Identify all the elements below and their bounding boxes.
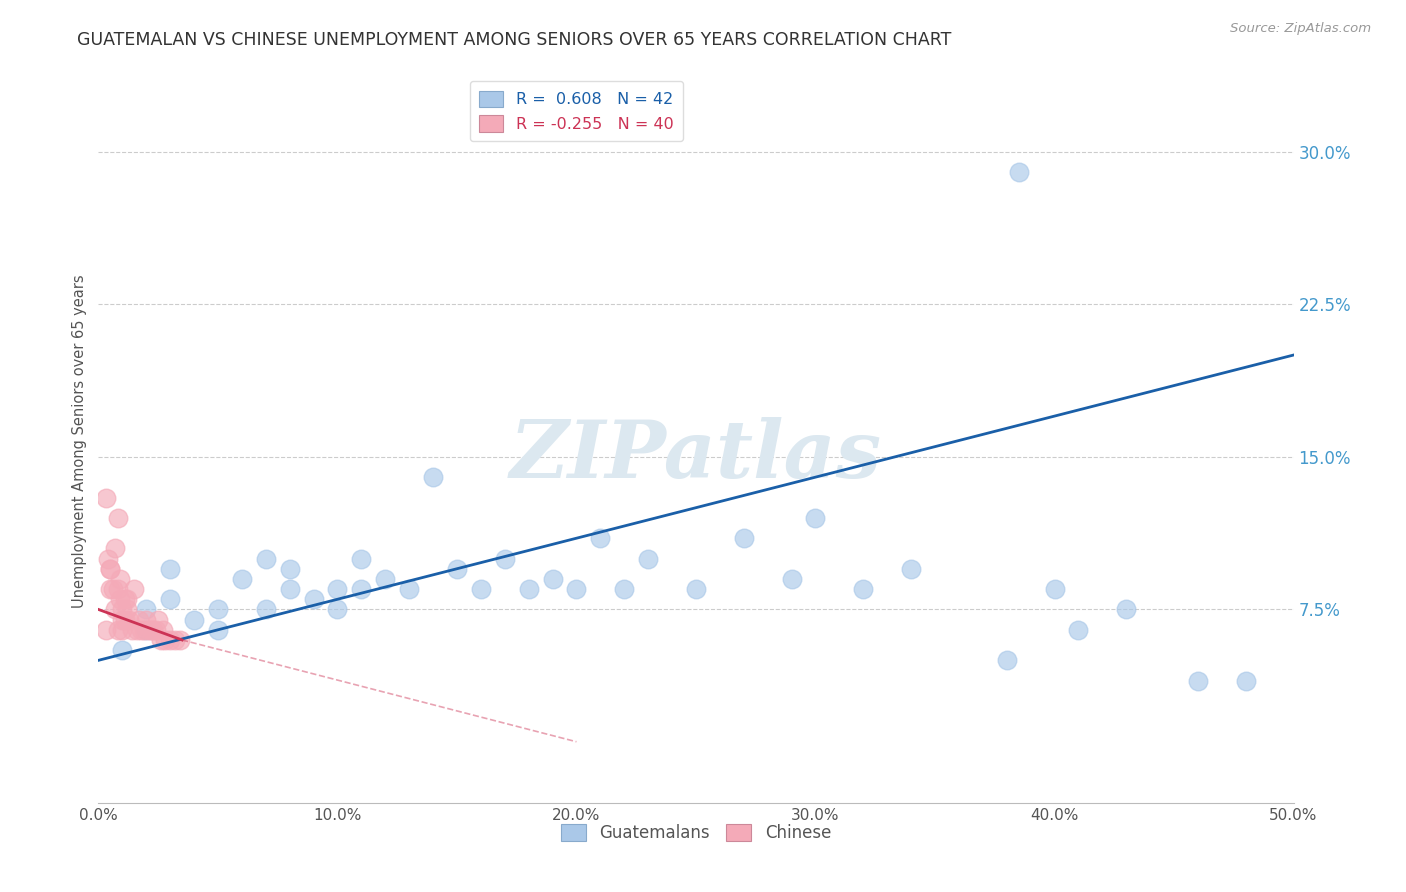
Point xyxy=(107,582,129,596)
Point xyxy=(98,582,122,596)
Point xyxy=(148,613,170,627)
Point xyxy=(470,582,492,596)
Point xyxy=(254,551,277,566)
Point xyxy=(111,613,134,627)
Point xyxy=(135,623,157,637)
Point xyxy=(637,551,659,566)
Point xyxy=(900,562,922,576)
Point xyxy=(350,582,373,596)
Point xyxy=(138,623,160,637)
Point xyxy=(114,613,136,627)
Point xyxy=(111,643,134,657)
Point xyxy=(135,602,157,616)
Point xyxy=(207,623,229,637)
Point xyxy=(780,572,803,586)
Point xyxy=(104,602,127,616)
Point xyxy=(207,602,229,616)
Point xyxy=(108,592,131,607)
Point xyxy=(107,511,129,525)
Point xyxy=(733,531,755,545)
Point xyxy=(135,613,157,627)
Point xyxy=(115,602,138,616)
Point xyxy=(517,582,540,596)
Point xyxy=(1067,623,1090,637)
Point xyxy=(685,582,707,596)
Point xyxy=(613,582,636,596)
Point xyxy=(231,572,253,586)
Point xyxy=(326,582,349,596)
Point xyxy=(494,551,516,566)
Point xyxy=(101,582,124,596)
Text: GUATEMALAN VS CHINESE UNEMPLOYMENT AMONG SENIORS OVER 65 YEARS CORRELATION CHART: GUATEMALAN VS CHINESE UNEMPLOYMENT AMONG… xyxy=(77,31,952,49)
Point xyxy=(169,632,191,647)
Point xyxy=(94,491,117,505)
Point xyxy=(121,623,143,637)
Point xyxy=(350,551,373,566)
Point xyxy=(159,562,181,576)
Point xyxy=(589,531,612,545)
Point xyxy=(114,592,136,607)
Point xyxy=(108,572,131,586)
Point xyxy=(326,602,349,616)
Point xyxy=(149,632,172,647)
Point xyxy=(1234,673,1257,688)
Point xyxy=(159,632,181,647)
Point xyxy=(107,623,129,637)
Point xyxy=(1187,673,1209,688)
Point xyxy=(278,582,301,596)
Point xyxy=(398,582,420,596)
Point xyxy=(118,613,141,627)
Point xyxy=(152,623,174,637)
Point xyxy=(155,632,177,647)
Point xyxy=(132,623,155,637)
Point xyxy=(995,653,1018,667)
Point xyxy=(446,562,468,576)
Point xyxy=(131,623,153,637)
Point xyxy=(111,602,134,616)
Point xyxy=(124,582,146,596)
Point xyxy=(804,511,827,525)
Point xyxy=(125,623,148,637)
Point xyxy=(183,613,205,627)
Y-axis label: Unemployment Among Seniors over 65 years: Unemployment Among Seniors over 65 years xyxy=(72,275,87,608)
Point xyxy=(278,562,301,576)
Point xyxy=(94,623,117,637)
Point xyxy=(142,623,165,637)
Point xyxy=(115,592,138,607)
Point xyxy=(541,572,564,586)
Point xyxy=(1043,582,1066,596)
Point xyxy=(374,572,396,586)
Text: ZIPatlas: ZIPatlas xyxy=(510,417,882,495)
Point xyxy=(1008,165,1031,179)
Legend: Guatemalans, Chinese: Guatemalans, Chinese xyxy=(554,817,838,848)
Point xyxy=(565,582,588,596)
Point xyxy=(163,632,186,647)
Point xyxy=(302,592,325,607)
Text: Source: ZipAtlas.com: Source: ZipAtlas.com xyxy=(1230,22,1371,36)
Point xyxy=(128,613,150,627)
Point xyxy=(97,551,120,566)
Point xyxy=(145,623,167,637)
Point xyxy=(104,541,127,556)
Point xyxy=(1115,602,1137,616)
Point xyxy=(254,602,277,616)
Point xyxy=(852,582,875,596)
Point xyxy=(98,562,122,576)
Point xyxy=(111,623,134,637)
Point xyxy=(422,470,444,484)
Point xyxy=(159,592,181,607)
Point xyxy=(139,623,162,637)
Point xyxy=(98,562,122,576)
